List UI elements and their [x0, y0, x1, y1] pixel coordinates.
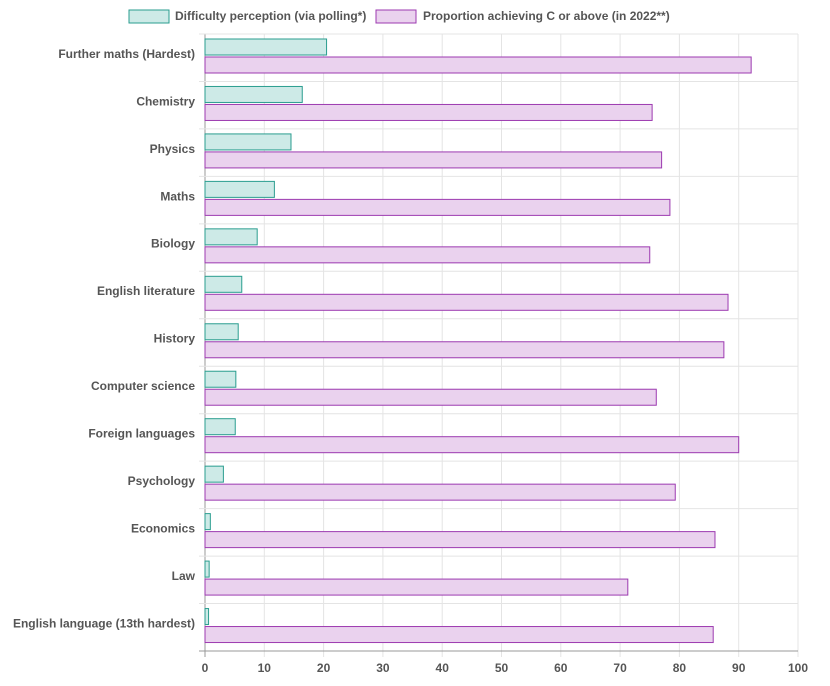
x-tick-label: 0: [202, 661, 209, 675]
legend-label: Difficulty perception (via polling*): [175, 9, 366, 23]
bar-proportion-c-or-above: [204, 246, 651, 264]
y-tick-label: English language (13th hardest): [13, 616, 195, 630]
y-tick-label: Physics: [150, 142, 196, 156]
x-tick-label: 70: [613, 661, 627, 675]
bar-difficulty-perception: [204, 465, 224, 483]
legend-label: Proportion achieving C or above (in 2022…: [423, 9, 670, 23]
bar-difficulty-perception: [204, 513, 211, 531]
x-tick-label: 100: [788, 661, 808, 675]
y-tick-label: Further maths (Hardest): [58, 47, 195, 61]
bar-difficulty-perception: [204, 323, 239, 341]
y-tick-label: Computer science: [91, 379, 195, 393]
legend: Difficulty perception (via polling*) Prop…: [128, 9, 670, 24]
x-tick-label: 80: [673, 661, 687, 675]
x-tick-label: 10: [258, 661, 272, 675]
y-tick-label: Maths: [160, 189, 195, 203]
bar-difficulty-perception: [204, 85, 303, 103]
x-axis-labels: 0 10 20 30 40 50 60 70 80 90 100: [202, 661, 809, 675]
y-tick-label: Psychology: [128, 474, 196, 488]
x-tick-label: 30: [376, 661, 390, 675]
legend-swatch: [375, 9, 417, 24]
y-tick-label: Chemistry: [136, 94, 195, 108]
bar-proportion-c-or-above: [204, 388, 657, 406]
bar-proportion-c-or-above: [204, 483, 676, 501]
bar-proportion-c-or-above: [204, 578, 629, 596]
legend-swatch: [128, 9, 170, 24]
grid-lines: [199, 33, 799, 657]
y-tick-label: Law: [172, 569, 196, 583]
x-tick-label: 50: [495, 661, 509, 675]
bar-difficulty-perception: [204, 38, 328, 56]
bar-difficulty-perception: [204, 370, 237, 388]
x-tick-label: 60: [554, 661, 568, 675]
bars: [204, 38, 752, 644]
y-tick-label: Biology: [151, 237, 195, 251]
x-tick-label: 90: [732, 661, 746, 675]
x-tick-label: 20: [317, 661, 331, 675]
x-tick-label: 40: [436, 661, 450, 675]
bar-proportion-c-or-above: [204, 436, 740, 454]
y-tick-label: Economics: [131, 522, 195, 536]
bar-proportion-c-or-above: [204, 341, 725, 359]
bar-difficulty-perception: [204, 608, 210, 626]
bar-proportion-c-or-above: [204, 293, 729, 311]
bar-difficulty-perception: [204, 275, 243, 293]
bar-difficulty-perception: [204, 228, 258, 246]
y-tick-label: Foreign languages: [88, 427, 195, 441]
bar-proportion-c-or-above: [204, 151, 663, 169]
bar-difficulty-perception: [204, 560, 210, 578]
y-axis-labels: Further maths (Hardest) Chemistry Physics M…: [13, 47, 196, 631]
bar-difficulty-perception: [204, 133, 292, 151]
y-tick-label: English literature: [97, 284, 195, 298]
y-tick-label: History: [154, 332, 196, 346]
bar-proportion-c-or-above: [204, 103, 653, 121]
bar-proportion-c-or-above: [204, 531, 716, 549]
bar-difficulty-perception: [204, 180, 275, 198]
bar-proportion-c-or-above: [204, 56, 752, 74]
bar-proportion-c-or-above: [204, 198, 671, 216]
bar-proportion-c-or-above: [204, 626, 714, 644]
bar-difficulty-perception: [204, 418, 236, 436]
